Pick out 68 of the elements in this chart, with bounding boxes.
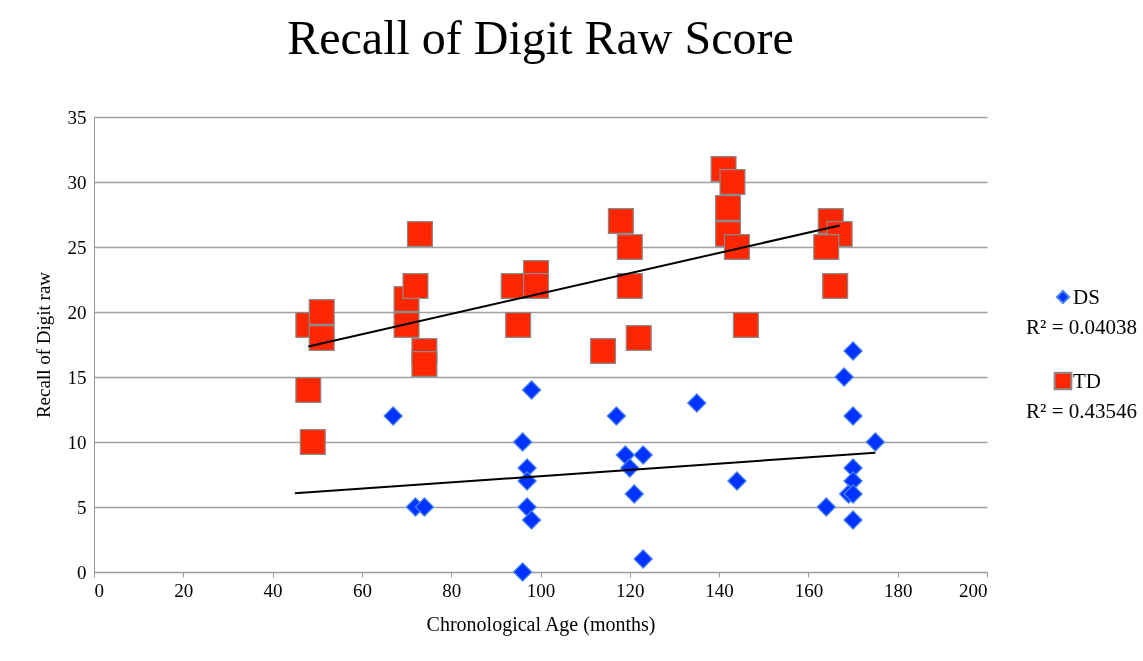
x-tick-label: 140: [705, 579, 734, 601]
y-tick-label: 15: [67, 366, 87, 388]
point: [633, 445, 653, 465]
point: [723, 233, 751, 261]
x-tick-label: 20: [174, 579, 194, 601]
y-tick-label: 0: [77, 561, 87, 583]
y-tick-label: 30: [67, 171, 87, 193]
point: [727, 471, 747, 491]
point: [607, 207, 634, 235]
x-tick-label: 100: [526, 579, 556, 601]
point: [414, 497, 435, 517]
y-tick-label: 35: [67, 106, 87, 128]
point: [687, 393, 707, 413]
point: [308, 324, 335, 352]
point: [633, 549, 653, 569]
point: [512, 432, 533, 452]
x-tick-label: 0: [94, 579, 104, 601]
y-tick-label: 10: [67, 431, 87, 453]
point: [517, 497, 537, 517]
point: [411, 350, 438, 378]
point: [295, 376, 322, 404]
point: [616, 233, 643, 261]
point: [822, 272, 849, 300]
point: [393, 311, 420, 339]
point: [521, 510, 542, 530]
x-tick-label: 80: [442, 579, 462, 601]
point: [505, 311, 532, 339]
point: [624, 484, 644, 504]
legend-label: TD: [1073, 369, 1101, 393]
x-tick-label: 200: [959, 579, 988, 601]
x-tick-label: 120: [616, 579, 645, 601]
point: [383, 406, 403, 426]
point: [308, 298, 335, 326]
x-axis-title: Chronological Age (months): [426, 612, 656, 636]
point: [719, 168, 746, 196]
point: [813, 233, 840, 261]
point: [843, 406, 863, 426]
point: [834, 367, 854, 387]
point: [299, 428, 326, 456]
point: [522, 272, 550, 300]
point: [615, 445, 636, 465]
point: [714, 194, 742, 222]
point: [816, 497, 836, 517]
y-axis-title: Recall of Digit raw: [32, 271, 54, 419]
point: [843, 510, 863, 530]
x-tick-label: 160: [794, 579, 824, 601]
point: [616, 272, 643, 300]
y-tick-label: 20: [67, 301, 87, 323]
point: [406, 220, 433, 248]
point: [625, 324, 652, 352]
x-tick-label: 40: [263, 579, 283, 601]
point: [732, 311, 759, 339]
text: R² = 0.04038: [1026, 315, 1137, 339]
point: [512, 562, 533, 582]
y-tick-label: 5: [77, 496, 87, 518]
point: [521, 380, 542, 400]
point: [606, 406, 627, 426]
point: [843, 484, 863, 504]
chart-title: Recall of Digit Raw Score: [287, 11, 794, 64]
y-tick-label: 25: [67, 236, 87, 258]
point: [865, 432, 886, 452]
point: [843, 341, 863, 361]
point: [589, 337, 617, 365]
x-tick-label: 60: [352, 579, 372, 601]
point: [402, 272, 429, 300]
x-tick-label: 180: [883, 579, 913, 601]
legend-label: DS: [1073, 285, 1100, 309]
text: R² = 0.43546: [1026, 399, 1137, 423]
